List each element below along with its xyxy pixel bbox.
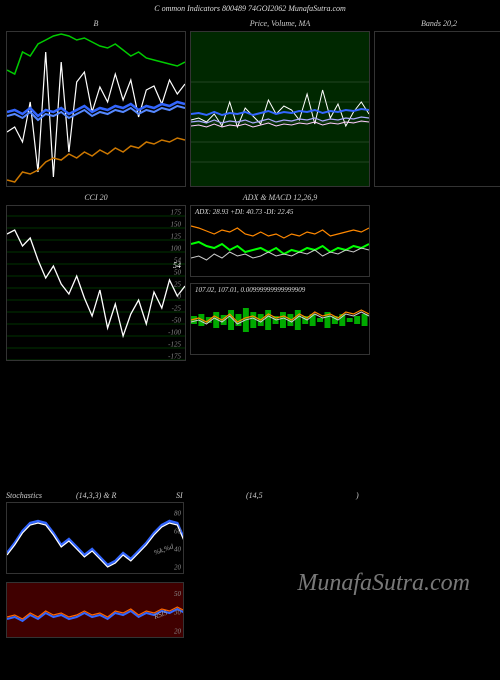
svg-text:-25: -25 xyxy=(172,304,182,312)
panel-bands-title: Bands 20,2 xyxy=(374,17,500,31)
panel-bands: Bands 20,2 xyxy=(374,17,500,187)
panel-b: B xyxy=(6,17,186,187)
stoch-title-a: Stochastics xyxy=(6,491,76,500)
svg-text:30: 30 xyxy=(173,609,182,617)
svg-text:50: 50 xyxy=(174,590,182,598)
svg-text:54: 54 xyxy=(173,261,181,270)
stoch-title-c: SI xyxy=(176,491,246,500)
row-1: B Price, Volume, MA Bands 20,2 xyxy=(0,17,500,187)
page-header: C ommon Indicators 800489 74GOI2062 Muna… xyxy=(0,0,500,17)
chart-bands xyxy=(374,31,500,187)
chart-price-ma xyxy=(190,31,370,187)
svg-text:-100: -100 xyxy=(168,328,181,336)
svg-text:20: 20 xyxy=(174,564,182,572)
svg-text:60: 60 xyxy=(174,528,182,536)
chart-b xyxy=(6,31,186,187)
chart-macd: 107.02, 107.01, 0.00999999999999909 xyxy=(190,283,370,355)
panel-adx-title: ADX & MACD 12,26,9 xyxy=(190,191,370,205)
stoch-title-d: (14,5 xyxy=(246,491,356,500)
svg-text:80: 80 xyxy=(174,510,182,518)
panel-price-ma: Price, Volume, MA xyxy=(190,17,370,187)
svg-text:40: 40 xyxy=(174,546,182,554)
panel-price-title: Price, Volume, MA xyxy=(190,17,370,31)
row-3: 80604020%k,%d 503020RSI5 xyxy=(0,502,190,638)
panel-b-title: B xyxy=(6,17,186,31)
stoch-title-b: (14,3,3) & R xyxy=(76,491,176,500)
panel-cci: CCI 20 1751501251005450250-25-50-100-125… xyxy=(6,191,186,361)
svg-text:0: 0 xyxy=(178,292,182,300)
header-left: C xyxy=(154,4,159,13)
svg-text:-175: -175 xyxy=(168,352,181,360)
svg-text:20: 20 xyxy=(174,627,182,635)
stoch-title-e: ) xyxy=(356,491,359,500)
row-2: CCI 20 1751501251005450250-25-50-100-125… xyxy=(0,191,500,361)
header-text: ommon Indicators 800489 74GOI2062 Munafa… xyxy=(162,4,346,13)
chart-adx: ADX: 28.93 +DI: 40.73 -DI: 22.45 xyxy=(190,205,370,277)
svg-text:-50: -50 xyxy=(172,316,182,324)
svg-text:100: 100 xyxy=(171,244,182,252)
svg-text:150: 150 xyxy=(171,220,182,228)
svg-text:%k,%d: %k,%d xyxy=(153,542,175,557)
svg-text:-125: -125 xyxy=(168,340,181,348)
watermark: MunafaSutra.com xyxy=(297,570,470,597)
spacer xyxy=(0,361,500,491)
svg-text:175: 175 xyxy=(171,208,182,216)
panel-adx-macd: ADX & MACD 12,26,9 ADX: 28.93 +DI: 40.73… xyxy=(190,191,370,361)
chart-rsi: 503020RSI5 xyxy=(6,582,184,638)
panel-empty-r2 xyxy=(374,191,500,361)
chart-stochastics: 80 60 40 20 %k,%d xyxy=(6,502,184,574)
svg-text:25: 25 xyxy=(174,280,182,288)
chart-cci: 1751501251005450250-25-50-100-125-17554 xyxy=(6,205,186,361)
svg-text:125: 125 xyxy=(171,232,182,240)
row3-titles: Stochastics (14,3,3) & R SI (14,5 ) xyxy=(0,491,500,500)
panel-cci-title: CCI 20 xyxy=(6,191,186,205)
